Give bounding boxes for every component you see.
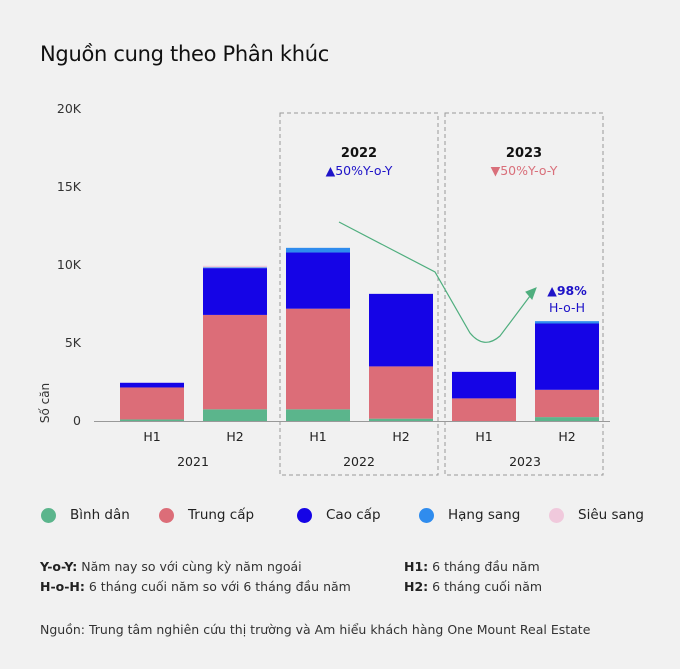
legend-item-sieu-sang: Siêu sang bbox=[549, 507, 644, 523]
bar-segment bbox=[203, 265, 267, 268]
chart-title: Nguồn cung theo Phân khúc bbox=[40, 42, 329, 66]
bar-segment bbox=[203, 409, 267, 421]
group-title-2022: 2022 bbox=[341, 146, 377, 161]
legend-swatch bbox=[549, 507, 564, 523]
bar-segment bbox=[120, 419, 184, 421]
note-hoh: H-o-H: 6 tháng cuối năm so với 6 tháng đ… bbox=[40, 579, 351, 594]
bar-segment bbox=[286, 308, 350, 410]
y-tick-label: 0 bbox=[73, 413, 81, 428]
legend-label: Bình dân bbox=[70, 507, 130, 523]
x-tick-label: H2 bbox=[392, 429, 409, 444]
trend-arrow-head bbox=[525, 287, 537, 300]
legend-item-trung-cap: Trung cấp bbox=[159, 507, 254, 523]
x-tick-label: H2 bbox=[226, 429, 243, 444]
legend-item-binh-dan: Bình dân bbox=[41, 507, 130, 523]
bar-segment bbox=[369, 293, 433, 367]
source-note: Nguồn: Trung tâm nghiên cứu thị trường v… bbox=[40, 622, 591, 637]
annotation-hoh-label: H-o-H bbox=[549, 300, 585, 315]
chart-area: 2022 ▲50%Y-o-Y 2023 ▼50%Y-o-Y 0 5K 10K 15K 20K Số… bbox=[38, 101, 610, 476]
note-h2: H2: 6 tháng cuối năm bbox=[404, 579, 543, 594]
bar-segment bbox=[369, 418, 433, 421]
bar-segment bbox=[203, 268, 267, 315]
y-tick-label: 20K bbox=[57, 101, 82, 116]
bar-segment bbox=[286, 252, 350, 309]
y-axis-label: Số căn bbox=[38, 383, 52, 423]
bar-segment bbox=[535, 323, 599, 390]
legend-label: Trung cấp bbox=[188, 507, 255, 523]
chart-legend: Bình dân Trung cấp Cao cấp Hạng sang Siê… bbox=[0, 507, 680, 531]
bar-segment bbox=[286, 247, 350, 253]
note-h1: H1: 6 tháng đầu năm bbox=[404, 559, 540, 574]
y-tick-label: 10K bbox=[57, 257, 82, 272]
note-yoy: Y-o-Y: Năm nay so với cùng kỳ năm ngoái bbox=[40, 559, 302, 574]
x-group-label: 2021 bbox=[177, 454, 209, 469]
legend-label: Siêu sang bbox=[578, 507, 644, 523]
legend-swatch bbox=[41, 507, 56, 523]
bar-segment bbox=[535, 417, 599, 421]
legend-swatch bbox=[159, 507, 174, 523]
group-title-2023: 2023 bbox=[506, 146, 542, 161]
bar-segment bbox=[203, 314, 267, 410]
x-group-label: 2022 bbox=[343, 454, 375, 469]
bar-segment bbox=[369, 366, 433, 419]
bar-segment bbox=[452, 371, 516, 399]
bar-segment bbox=[535, 321, 599, 324]
group-change-2022: ▲50%Y-o-Y bbox=[326, 163, 393, 178]
legend-swatch bbox=[419, 507, 434, 523]
x-group-label: 2023 bbox=[509, 454, 541, 469]
highlight-box-2022 bbox=[279, 112, 439, 476]
legend-item-cao-cap: Cao cấp bbox=[297, 507, 381, 523]
x-tick-label: H1 bbox=[309, 429, 326, 444]
bar-segment bbox=[535, 389, 599, 418]
trend-arrow-line bbox=[338, 221, 531, 343]
bar-segment bbox=[120, 382, 184, 388]
highlight-box-2023 bbox=[444, 112, 604, 476]
legend-swatch bbox=[297, 507, 312, 523]
legend-label: Cao cấp bbox=[326, 507, 381, 523]
y-tick-label: 5K bbox=[65, 335, 82, 350]
x-tick-label: H1 bbox=[143, 429, 160, 444]
y-tick-label: 15K bbox=[57, 179, 82, 194]
annotation-hoh-percent: ▲98% bbox=[547, 283, 587, 298]
x-tick-label: H1 bbox=[475, 429, 492, 444]
legend-item-hang-sang: Hạng sang bbox=[419, 507, 520, 523]
bar-segment bbox=[286, 409, 350, 421]
bar-segment bbox=[203, 267, 267, 269]
group-change-2023: ▼50%Y-o-Y bbox=[491, 163, 558, 178]
legend-label: Hạng sang bbox=[448, 507, 521, 523]
bar-segment bbox=[452, 398, 516, 421]
x-tick-label: H2 bbox=[558, 429, 575, 444]
bar-segment bbox=[120, 387, 184, 420]
